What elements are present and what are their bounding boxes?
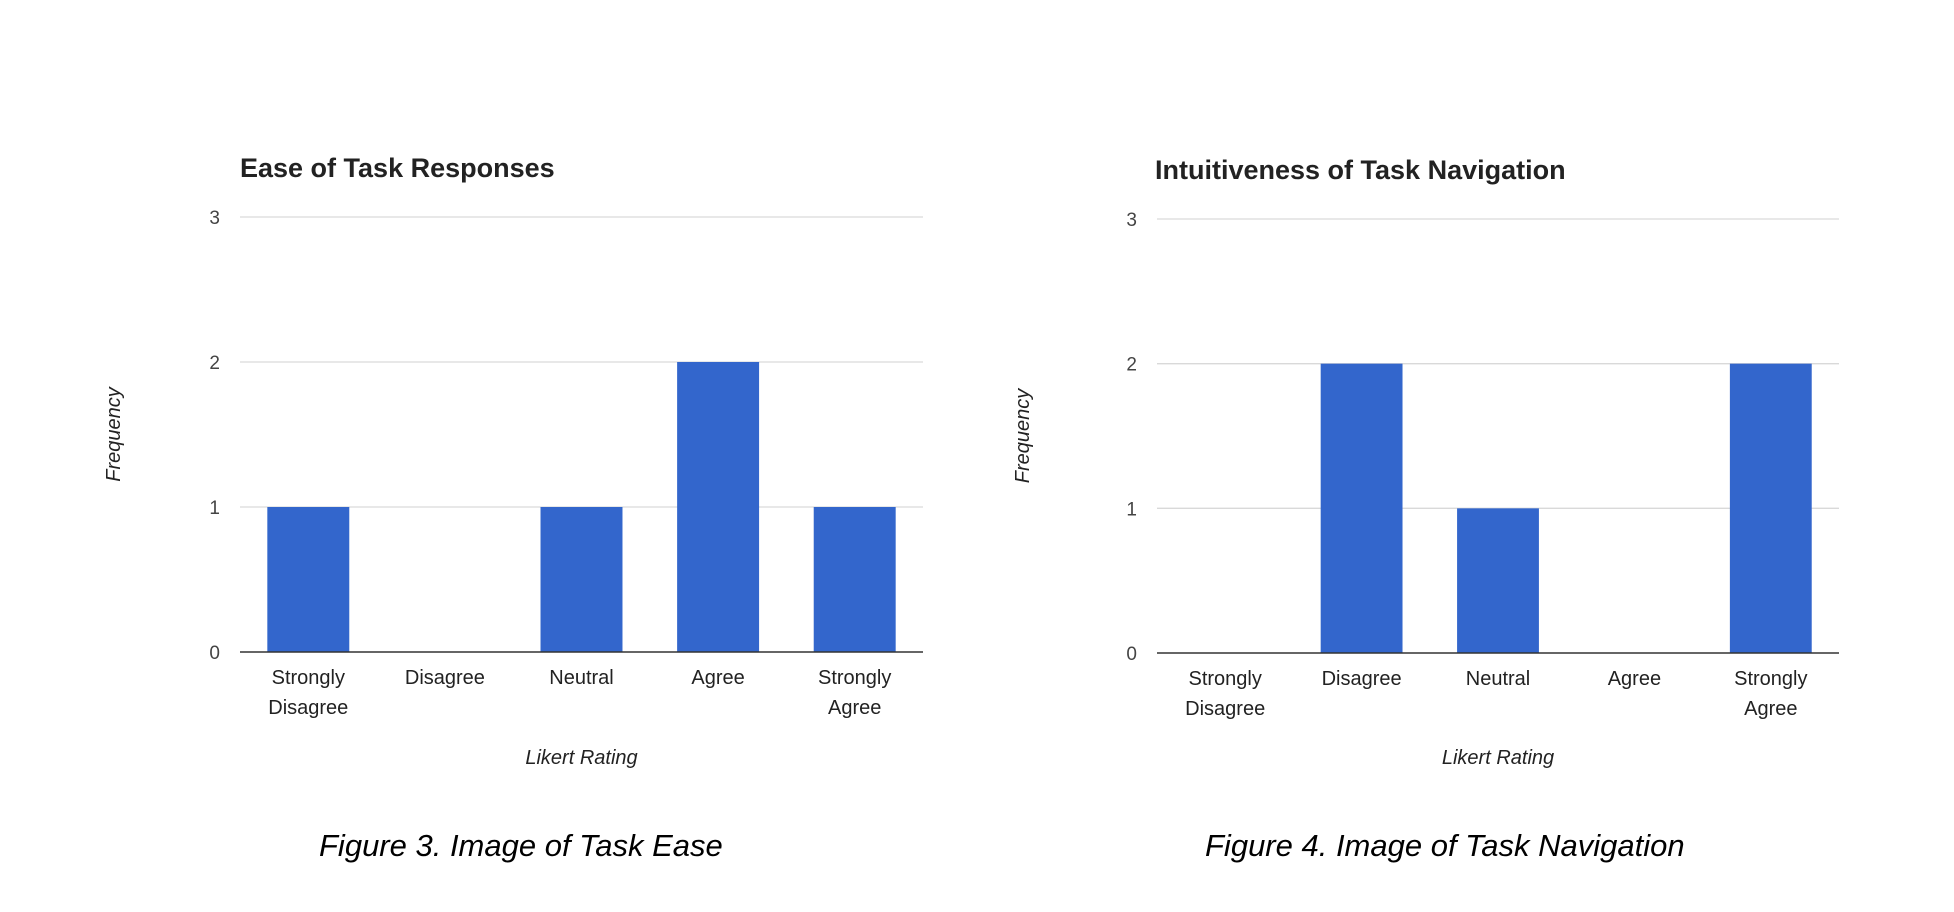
chart-title: Ease of Task Responses <box>240 153 555 183</box>
bar <box>1729 363 1812 653</box>
x-tick-label: Strongly Agree <box>1734 668 1807 720</box>
x-tick-label: Agree <box>1608 668 1661 690</box>
x-tick-label: Disagree <box>1322 668 1402 690</box>
figure-3: Ease of Task Responses 0 1 2 3 Strongly Disagr… <box>103 153 923 863</box>
x-tick-label: Strongly Disagree <box>1185 668 1265 720</box>
bar <box>1457 508 1539 653</box>
y-tick-label: 0 <box>209 643 220 664</box>
chart-intuitiveness-navigation: Intuitiveness of Task Navigation 0 1 2 3 Stro… <box>1012 155 1839 769</box>
bar <box>1320 363 1403 653</box>
x-axis-title: Likert Rating <box>525 747 637 769</box>
figure-3-caption: Figure 3. Image of Task Ease <box>319 828 723 863</box>
chart-ease-of-task: Ease of Task Responses 0 1 2 3 Strongly Disagr… <box>103 153 923 769</box>
y-tick-label: 0 <box>1126 644 1137 665</box>
bar <box>677 362 760 652</box>
chart-title: Intuitiveness of Task Navigation <box>1155 155 1566 185</box>
bar <box>813 507 896 652</box>
y-tick-label: 3 <box>1126 210 1137 231</box>
x-tick-label: Disagree <box>405 667 485 689</box>
x-tick-label: Agree <box>691 667 744 689</box>
y-axis-title: Frequency <box>103 386 125 481</box>
x-tick-label: Strongly Agree <box>818 667 891 719</box>
bar <box>540 507 623 652</box>
figure-4-caption: Figure 4. Image of Task Navigation <box>1205 828 1685 863</box>
x-tick-label: Neutral <box>549 667 613 689</box>
y-tick-label: 3 <box>209 208 220 229</box>
y-tick-label: 1 <box>209 498 220 519</box>
x-tick-label: Strongly Disagree <box>268 667 348 719</box>
y-tick-label: 2 <box>209 353 220 374</box>
x-tick-label: Neutral <box>1466 668 1530 690</box>
y-tick-label: 2 <box>1126 355 1137 376</box>
y-axis-title: Frequency <box>1012 388 1034 483</box>
x-axis-title: Likert Rating <box>1442 747 1554 769</box>
figure-4: Intuitiveness of Task Navigation 0 1 2 3 Stro… <box>977 0 1954 912</box>
bar <box>267 507 350 652</box>
y-tick-label: 1 <box>1126 499 1137 520</box>
